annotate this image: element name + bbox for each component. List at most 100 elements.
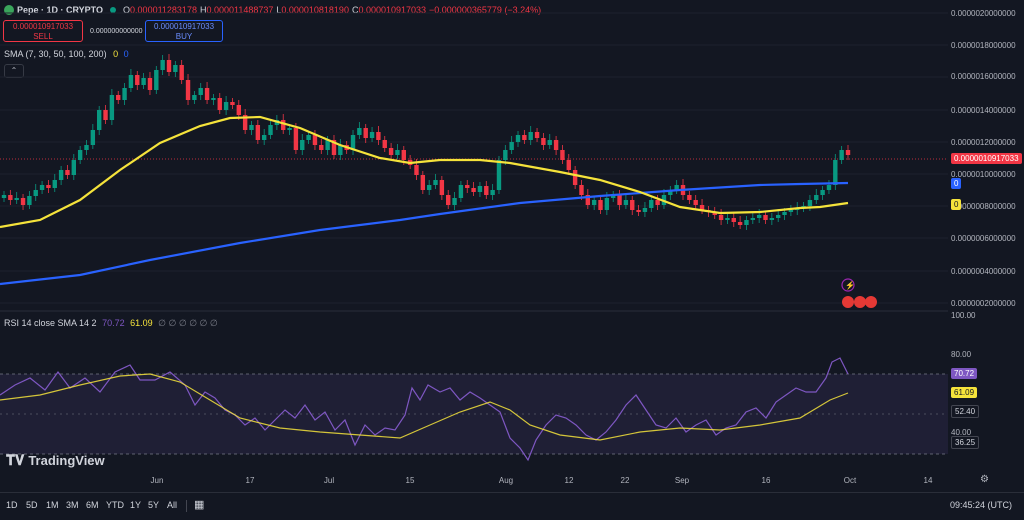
candle-body [617,195,622,205]
time-tick: 14 [923,476,933,485]
candle-body [439,180,445,195]
candle-body [376,132,381,140]
price-tick: 0.0000016000000 [951,72,1016,81]
settings-gear-icon[interactable]: ⚙ [980,474,989,485]
candle-body [179,65,184,80]
rsi-line [0,357,849,462]
price-tick: 0.0000010000000 [951,170,1016,179]
candle-body [8,195,13,200]
candle-body [553,140,559,150]
candle-body [503,150,508,160]
candle-body [515,135,521,142]
sma-blue-line [0,181,849,286]
sma-indicator-legend[interactable]: SMA (7, 30, 50, 100, 200) 0 0 [4,49,129,59]
candle-body [756,215,762,218]
candle-body [509,142,514,150]
candle-body [591,200,597,205]
timeframe-1m[interactable]: 1M [46,500,59,510]
candle-body [820,190,825,195]
lightning-event-icon [841,278,855,292]
candle-body [845,150,851,155]
candle-body [763,215,768,220]
tradingview-logo-icon: 𝐓𝐕 [6,452,25,468]
candle-body [223,102,229,110]
candle-body [154,70,159,90]
candle-body [217,98,222,110]
tradingview-logo[interactable]: 𝐓𝐕 TradingView [6,452,105,468]
event-icons[interactable]: ⚡ [841,278,877,308]
utc-clock[interactable]: 09:45:24 (UTC) [950,500,1013,510]
candles [1,54,851,230]
candle-body [414,165,419,175]
rsi-tick-40: 40.00 [951,428,972,437]
candle-body [71,160,77,175]
candle-body [65,170,70,175]
candle-body [160,60,165,70]
price-tick: 0.0000006000000 [951,234,1016,243]
market-status-icon [110,7,117,13]
timeframe-5d[interactable]: 5D [26,500,38,510]
candle-body [236,105,241,115]
candle-body [534,132,540,138]
candle-body [173,65,178,72]
symbol-title[interactable]: Pepe · 1D · CRYPTO [17,5,104,15]
candle-body [750,218,756,220]
sma-yellow-line [0,115,849,229]
timeframe-3m[interactable]: 3M [66,500,79,510]
candle-body [452,198,457,205]
candle-body [725,218,730,220]
calendar-range-icon[interactable]: ▦ [194,499,205,511]
candle-body [319,145,324,150]
rsi-sma-badge: 61.09 [951,387,978,398]
bottom-divider [0,492,1024,493]
candle-body [496,160,502,190]
candle-body [826,185,832,190]
candle-body [522,135,527,140]
rsi-tick-80: 80.00 [951,350,972,359]
rsi-legend[interactable]: RSI 14 close SMA 14 2 70.72 61.09 ∅ ∅ ∅ … [4,318,218,328]
candle-body [636,210,641,212]
timeframe-6m[interactable]: 6M [86,500,99,510]
candle-body [769,218,775,220]
candle-body [268,125,273,135]
candle-body [350,135,356,150]
candle-body [135,75,140,85]
candle-body [718,215,724,220]
candle-body [731,218,736,222]
candle-body [116,95,121,100]
timeframe-1d[interactable]: 1D [6,500,18,510]
candle-body [477,186,483,192]
candle-body [788,210,794,212]
timeframe-5y[interactable]: 5Y [148,500,160,510]
candle-body [369,132,375,138]
sell-button[interactable]: 0.000010917033 SELL [3,20,83,42]
timeframe-all[interactable]: All [167,500,178,510]
candle-body [363,128,368,138]
candle-body [547,140,552,145]
rsi-upper-badge: 52.40 [951,405,980,418]
ohlc-change: −0.000000365779 (−3.24%) [429,5,542,15]
timeframe-ytd[interactable]: YTD [106,500,124,510]
candle-body [211,98,216,100]
rsi-lower-badge: 36.25 [951,436,980,449]
candle-body [579,185,584,195]
svg-text:⚡: ⚡ [845,280,855,290]
timeframe-1y[interactable]: 1Y [130,500,142,510]
candle-body [528,132,533,140]
candle-body [642,208,648,212]
candle-body [166,60,172,72]
candle-body [46,185,51,188]
price-tick: 0.0000020000000 [951,9,1016,18]
candle-body [20,198,26,205]
candle-body [490,190,495,195]
candle-body [293,128,299,150]
candle-body [58,170,64,180]
candle-body [433,180,438,185]
rsi-tick-100: 100.00 [951,311,976,320]
candle-body [287,128,292,130]
price-gridlines [0,12,948,304]
candle-body [541,138,546,145]
buy-button[interactable]: 0.000010917033 BUY [145,20,223,42]
ohlc-low: L0.000010818190 [276,5,349,15]
